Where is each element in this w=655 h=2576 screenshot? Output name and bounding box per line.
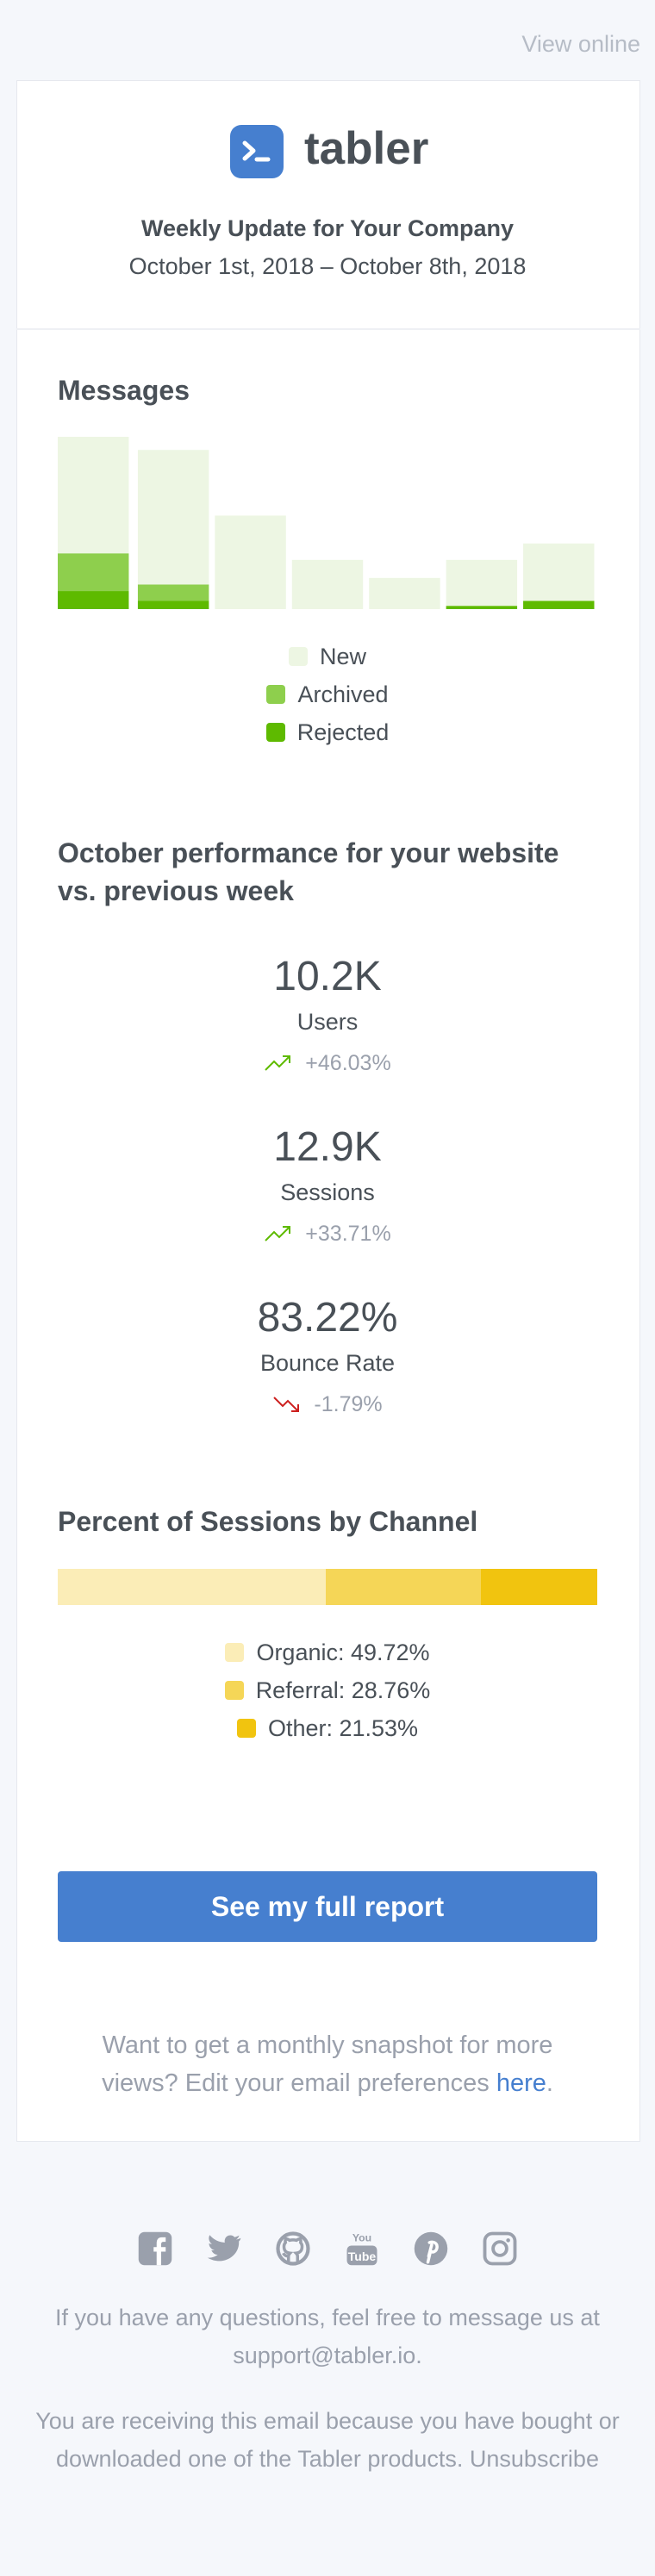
bar-segment — [481, 1569, 597, 1605]
channel-bar — [58, 1569, 597, 1605]
bar-segment — [326, 1569, 482, 1605]
instagram-icon[interactable] — [482, 2231, 518, 2267]
trend-icon — [265, 1226, 291, 1241]
stat-label: Bounce Rate — [259, 1350, 396, 1376]
view-online[interactable]: View online — [521, 31, 640, 57]
facebook-icon[interactable] — [137, 2231, 173, 2267]
logo-bg — [230, 125, 284, 178]
trend-line — [273, 1397, 300, 1412]
footer-questions: If you have any questions, feel free to … — [55, 2305, 600, 2368]
email-title: Weekly Update for Your Company — [140, 215, 515, 241]
bar-segment — [137, 450, 209, 585]
social-icons: You Tube — [137, 2231, 518, 2267]
legend-item: Rejected — [0, 717, 655, 748]
trend-icon — [265, 1055, 291, 1071]
legend-item: New — [0, 641, 655, 672]
twitter-icon[interactable] — [206, 2231, 242, 2267]
bar-segment — [523, 543, 595, 601]
svg-text:Tube: Tube — [348, 2249, 377, 2263]
stat-value: 12.9K — [273, 1124, 382, 1170]
preferences-link[interactable]: here — [496, 2069, 546, 2097]
bar-segment — [446, 559, 518, 607]
legend-label: Referral: 28.76% — [255, 1677, 431, 1703]
legend-swatch — [265, 723, 285, 742]
legend-label: Rejected — [296, 719, 390, 745]
svg-text:You: You — [352, 2231, 371, 2243]
stat-label: Users — [296, 1009, 359, 1035]
pinterest-icon[interactable] — [413, 2231, 449, 2267]
bar-segment — [291, 559, 364, 609]
legend-label: Other: 21.53% — [267, 1714, 419, 1741]
logo-icon — [230, 125, 284, 178]
preferences-text: Want to get a monthly snapshot for more … — [78, 2026, 577, 2102]
legend-swatch — [224, 1681, 244, 1700]
report-button[interactable]: See my full report — [58, 1871, 597, 1942]
bar-segment — [137, 584, 209, 601]
section-title: October performance for your website vs.… — [58, 837, 559, 906]
legend-item: Referral: 28.76% — [0, 1675, 655, 1706]
legend-swatch — [266, 685, 286, 704]
bar-segment — [446, 606, 518, 609]
legend-swatch — [288, 647, 308, 666]
stat-delta: -1.79% — [314, 1391, 383, 1416]
text: You are receiving this email because you… — [35, 2408, 620, 2472]
email-card — [16, 80, 640, 2142]
legend-label: Archived — [297, 681, 389, 707]
bar-segment — [58, 1569, 327, 1605]
bar-segment — [215, 515, 286, 609]
stat-delta: +46.03% — [305, 1050, 391, 1075]
youtube-icon[interactable]: You Tube — [344, 2231, 380, 2267]
legend-label: Organic: 49.72% — [256, 1639, 430, 1665]
bar-segment — [137, 600, 209, 609]
bar-segment — [58, 553, 129, 592]
stat-label: Sessions — [280, 1179, 375, 1205]
text: . — [546, 2069, 553, 2097]
trend-line — [265, 1055, 291, 1071]
legend-item: Organic: 49.72% — [0, 1637, 655, 1668]
stat-delta: +33.71% — [305, 1221, 391, 1246]
brand: tabler — [304, 123, 429, 174]
bar-segment — [58, 591, 129, 609]
logo-chevron — [242, 140, 256, 161]
trend-icon — [273, 1397, 300, 1412]
unsubscribe-link[interactable]: Unsubscribe — [469, 2446, 599, 2472]
stat-change: -1.79% — [0, 1389, 655, 1420]
trend-line — [265, 1226, 291, 1241]
legend-swatch — [236, 1719, 256, 1738]
stat-change: +46.03% — [0, 1048, 655, 1079]
stat-value: 83.22% — [257, 1295, 398, 1341]
messages-chart — [58, 437, 595, 609]
divider — [16, 328, 640, 330]
stat-change: +33.71% — [0, 1218, 655, 1249]
bar-segment — [523, 600, 595, 609]
email-dates: October 1st, 2018 – October 8th, 2018 — [128, 253, 527, 279]
bar-segment — [58, 437, 129, 554]
bar-segment — [369, 577, 440, 609]
legend-label: New — [319, 643, 366, 669]
legend-item: Other: 21.53% — [0, 1713, 655, 1744]
legend-item: Archived — [0, 679, 655, 710]
text: Want to get a monthly snapshot for more … — [102, 2032, 553, 2097]
section-title: Percent of Sessions by Channel — [58, 1506, 478, 1537]
section-title: Messages — [58, 375, 190, 406]
stat-value: 10.2K — [273, 954, 382, 999]
footer-notice: You are receiving this email because you… — [26, 2402, 629, 2478]
legend-swatch — [225, 1643, 245, 1662]
github-icon[interactable] — [275, 2231, 311, 2267]
